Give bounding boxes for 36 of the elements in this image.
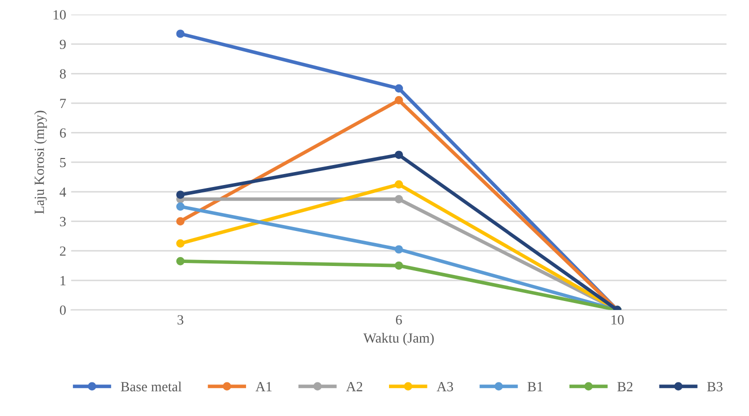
point [176, 217, 185, 226]
legend-label: B3 [707, 382, 722, 392]
point [176, 257, 185, 266]
y-tick-label: 6 [60, 128, 66, 138]
x-tick-label: 6 [396, 315, 402, 325]
legend-label: Base metal [120, 382, 182, 392]
x-tick-label: 10 [612, 315, 624, 325]
point [176, 239, 185, 248]
point [394, 96, 404, 104]
point [394, 180, 404, 189]
legend-label: A3 [436, 382, 454, 392]
y-tick-label: 7 [60, 98, 66, 108]
point [394, 84, 404, 93]
legend-label: A1 [256, 382, 272, 392]
point [176, 202, 185, 211]
point [176, 30, 185, 38]
y-tick-label: 4 [60, 187, 66, 197]
y-tick-label: 2 [60, 246, 66, 256]
y-axis-title: Laju Korosi (mpy) [34, 110, 47, 214]
y-tick-label: 3 [60, 216, 66, 226]
legend-label: A2 [346, 382, 362, 392]
y-tick-label: 5 [60, 158, 66, 168]
y-tick-label: 10 [54, 10, 66, 20]
point [394, 245, 404, 254]
y-tick-label: 8 [60, 69, 66, 79]
point [394, 194, 404, 204]
legend-label: B2 [617, 382, 632, 392]
y-tick-label: 0 [60, 306, 66, 315]
x-tick-label: 3 [178, 315, 184, 325]
point [394, 150, 404, 160]
legend-label: B1 [528, 382, 543, 392]
y-tick-label: 9 [60, 40, 66, 50]
point [176, 190, 185, 199]
point [394, 261, 404, 270]
x-axis-title: Waktu (Jam) [363, 332, 434, 346]
y-tick-label: 1 [60, 276, 66, 286]
